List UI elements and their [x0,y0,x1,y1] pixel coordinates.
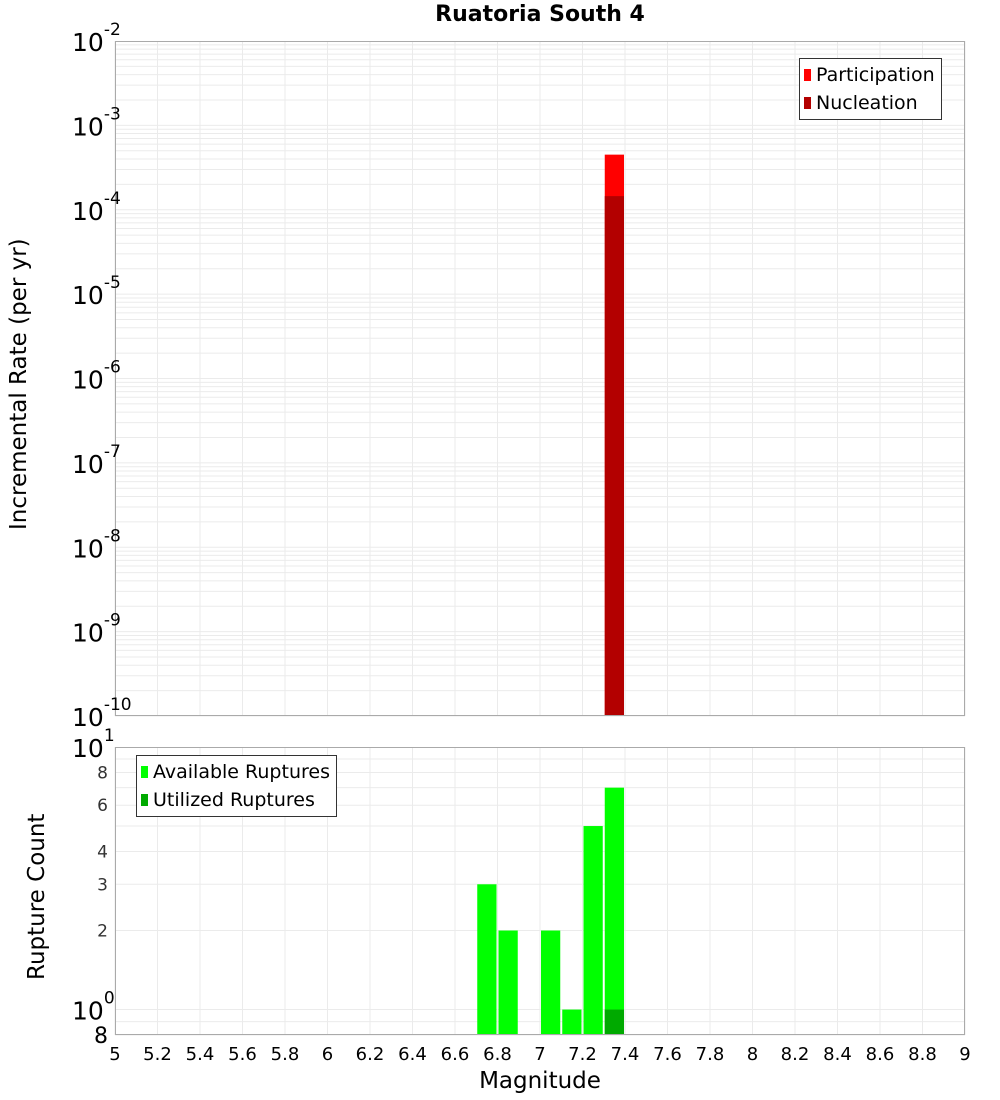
y-tick-label: 3 [97,875,108,895]
bar [541,930,561,1035]
legend-item-utilized-ruptures: Utilized Ruptures [141,786,330,814]
y-tick-label: 10-2 [72,20,121,57]
bar [583,826,603,1035]
x-tick-label: 9 [959,1044,970,1065]
x-tick-label: 8.6 [866,1044,895,1065]
x-tick-label: 8.4 [823,1044,852,1065]
top-rate-plot [114,41,966,717]
available-swatch-icon [141,766,148,778]
x-tick-label: 6.2 [356,1044,385,1065]
legend-item-participation: Participation [804,61,935,89]
legend-item-available-ruptures: Available Ruptures [141,758,330,786]
y-tick-label: 4 [97,842,108,862]
x-tick-label: 8.2 [781,1044,810,1065]
legend-label: Available Ruptures [153,761,330,783]
x-tick-label: 5.4 [186,1044,215,1065]
bar [604,1009,624,1035]
bar [604,787,624,1035]
y-tick-label: 10-3 [72,104,121,141]
x-tick-label: 6.4 [398,1044,427,1065]
y-tick-label: 8 [94,1024,108,1049]
top-y-axis-title: Incremental Rate (per yr) [6,238,32,530]
x-tick-label: 7.6 [653,1044,682,1065]
y-tick-label: 10-7 [72,442,121,479]
utilized-swatch-icon [141,794,148,806]
legend-label: Nucleation [816,92,918,114]
x-tick-label: 7 [534,1044,545,1065]
x-tick-label: 7.2 [568,1044,597,1065]
y-tick-label: 10-10 [72,695,132,732]
y-tick-label: 10-4 [72,189,121,226]
y-tick-label: 10-5 [72,273,121,310]
y-tick-label: 8 [97,763,108,783]
nucleation-swatch-icon [804,97,811,109]
y-tick-label: 2 [97,922,108,942]
x-tick-label: 7.8 [696,1044,725,1065]
top-legend: Participation Nucleation [799,58,942,120]
x-tick-label: 8 [747,1044,758,1065]
x-tick-label: 5 [109,1044,120,1065]
bar [477,884,497,1035]
y-tick-label: 6 [97,796,108,816]
legend-item-nucleation: Nucleation [804,89,935,117]
x-tick-label: 5.2 [143,1044,172,1065]
x-tick-label: 6.6 [441,1044,470,1065]
y-tick-label: 10-9 [72,611,121,648]
y-tick-label: 10-8 [72,526,121,563]
chart-title: Ruatoria South 4 [435,2,645,27]
y-tick-label: 10-6 [72,358,121,395]
legend-label: Utilized Ruptures [153,789,315,811]
x-tick-label: 6 [322,1044,333,1065]
y-tick-label: 100 [72,989,115,1026]
bar [498,930,518,1035]
x-tick-label: 5.8 [271,1044,300,1065]
legend-label: Participation [816,64,935,86]
participation-swatch-icon [804,69,811,81]
x-tick-label: 5.6 [228,1044,257,1065]
bottom-y-axis-title: Rupture Count [24,813,50,980]
bar [604,196,624,716]
x-axis-title: Magnitude [479,1068,601,1094]
x-tick-label: 6.8 [483,1044,512,1065]
x-tick-label: 7.4 [611,1044,640,1065]
bottom-legend: Available Ruptures Utilized Ruptures [136,755,337,817]
bar [562,1009,582,1035]
x-tick-label: 8.8 [908,1044,937,1065]
